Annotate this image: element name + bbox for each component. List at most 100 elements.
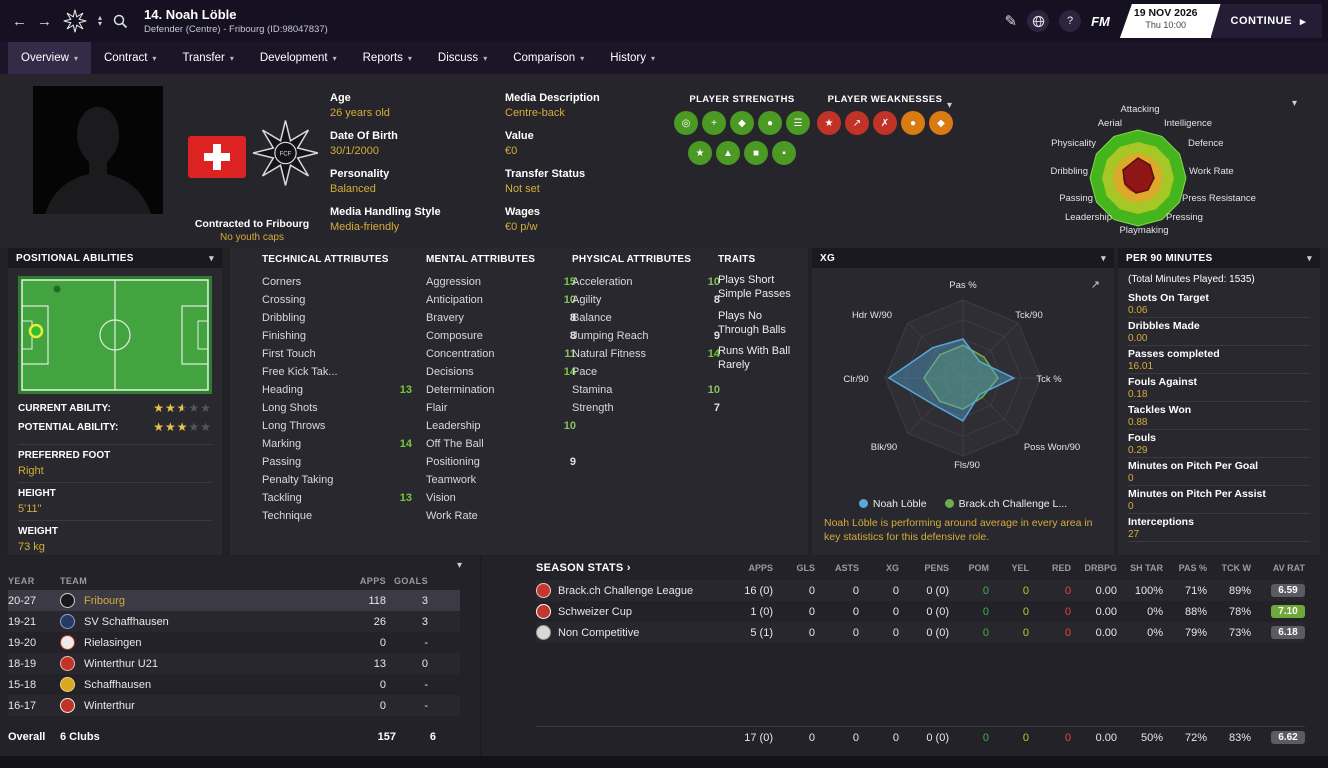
radar-collapse-icon[interactable]: ▾ [1292,98,1298,109]
bio-field-value: Media-friendly [330,221,400,233]
trait-item: Plays Short Simple Passes [718,274,791,301]
strength-icon[interactable]: ■ [744,141,768,165]
help-icon[interactable]: ? [1059,10,1082,32]
continue-button[interactable]: CONTINUE ▸ [1210,4,1322,38]
legend-player[interactable]: Noah Löble [858,498,927,510]
tab[interactable]: History ▾ [597,42,668,74]
chevron-down-icon: ▾ [332,53,337,63]
continue-label: CONTINUE [1230,15,1292,27]
season-stats-table: SEASON STATS › APPS GLS ASTS XG PENS POM… [480,556,1328,756]
back-icon[interactable]: ← [12,12,27,30]
tab[interactable]: Comparison ▾ [500,42,597,74]
attribute-row: Decisions 14 [426,363,576,381]
stat-tckw: 78% [1228,605,1251,618]
attribute-label: Vision [426,492,456,504]
career-team[interactable]: Fribourg [84,594,125,607]
xg-header: XG [820,252,836,264]
strength-icon[interactable]: ★ [688,141,712,165]
career-team[interactable]: Rielasingen [84,636,142,649]
attribute-value: 14 [563,366,576,378]
strength-icon[interactable]: ● [758,111,782,135]
strength-glyph: ◎ [681,117,691,129]
career-row[interactable]: 19-20 Rielasingen 0 - [8,632,460,653]
expand-icon[interactable]: ↗ [1090,279,1100,291]
attribute-label: Passing [262,456,302,468]
career-row[interactable]: 18-19 Winterthur U21 13 0 [8,653,460,674]
attribute-row: Heading 13 [262,381,412,399]
tab[interactable]: Contract ▾ [91,42,169,74]
season-row[interactable]: Non Competitive 5 (1) 0 0 0 0 (0) 0 0 0 … [536,622,1305,643]
season-row[interactable]: Schweizer Cup 1 (0) 0 0 0 0 (0) 0 0 0 0.… [536,601,1305,622]
attribute-label: Work Rate [426,510,478,522]
season-row[interactable]: Brack.ch Challenge League 16 (0) 0 0 0 0… [536,580,1305,601]
career-row[interactable]: 20-27 Fribourg 118 3 [8,590,460,611]
stat-xg: 0 [892,605,899,618]
career-collapse-icon[interactable]: ▾ [456,560,462,571]
world-icon[interactable] [1027,10,1050,32]
tab[interactable]: Reports ▾ [350,42,425,74]
stat-pas: 79% [1184,626,1207,639]
tab[interactable]: Discuss ▾ [425,42,500,74]
attribute-row: Technique [262,507,412,525]
per90-stat-row: Interceptions 27 [1128,514,1310,542]
attribute-radar-chart [1078,118,1198,238]
stat-red: 0 [1064,584,1071,597]
bio-field-value: Balanced [330,183,376,195]
bio-field: Personality Balanced [330,168,495,206]
career-row[interactable]: 19-21 SV Schaffhausen 26 3 [8,611,460,632]
weakness-icon[interactable]: ◆ [929,111,953,135]
attribute-row: Acceleration 10 [572,273,720,291]
attribute-row: Teamwork [426,471,576,489]
weakness-icon[interactable]: ★ [817,111,841,135]
attribute-value: 15 [563,276,576,288]
career-team[interactable]: Winterthur U21 [84,657,158,670]
stat-tckw: 73% [1228,626,1251,639]
weakness-icon[interactable]: ✗ [873,111,897,135]
search-icon[interactable] [112,13,128,29]
bio-field-label: Media Description [505,92,600,104]
strength-icon[interactable]: ☰ [786,111,810,135]
forward-icon[interactable]: → [37,12,52,30]
strength-icon[interactable]: ▪ [772,141,796,165]
career-team[interactable]: SV Schaffhausen [84,615,169,628]
strength-icon[interactable]: + [702,111,726,135]
season-stats-title[interactable]: SEASON STATS › [536,562,631,574]
tab[interactable]: Overview ▾ [8,42,91,74]
positional-collapse-icon[interactable]: ▾ [209,252,214,263]
current-ability-label: CURRENT ABILITY: [18,402,111,414]
weakness-icon[interactable]: ● [901,111,925,135]
weakness-icon[interactable]: ↗ [845,111,869,135]
tab[interactable]: Development ▾ [247,42,350,74]
attribute-row: Free Kick Tak... [262,363,412,381]
height-field: HEIGHT 5'11" [18,482,212,515]
tab[interactable]: Transfer ▾ [169,42,246,74]
per90-stat-row: Dribbles Made 0.00 [1128,318,1310,346]
strength-icon[interactable]: ▲ [716,141,740,165]
nation-flag-switzerland-icon [188,136,246,178]
club-crest-icon[interactable] [62,9,88,33]
xg-collapse-icon[interactable]: ▾ [1101,252,1106,263]
career-goals: 3 [421,615,428,628]
radar-label: Pressing [1166,212,1203,223]
strength-glyph: ▲ [723,147,733,159]
total-minutes-text: (Total Minutes Played: 1535) [1128,274,1255,285]
profile-overview-section: FCF Contracted to Fribourg No youth caps… [0,74,1328,248]
bio-field-value: Centre-back [505,107,565,119]
per90-collapse-icon[interactable]: ▾ [1307,252,1312,263]
strengths-collapse-icon[interactable]: ▾ [947,100,953,111]
career-team[interactable]: Winterthur [84,699,135,712]
youth-caps-text: No youth caps [220,232,284,243]
career-row[interactable]: 16-17 Winterthur 0 - [8,695,460,716]
tab-label: Development [259,52,328,64]
strength-icon[interactable]: ◆ [730,111,754,135]
career-team[interactable]: Schaffhausen [84,678,152,691]
attribute-label: Long Throws [262,420,326,432]
career-row[interactable]: 15-18 Schaffhausen 0 - [8,674,460,695]
strength-icon[interactable]: ◎ [674,111,698,135]
season-col-header: RED [1051,563,1071,573]
legend-league[interactable]: Brack.ch Challenge L... [944,498,1067,510]
player-cycle-buttons[interactable]: ▴ ▾ [98,13,103,28]
attribute-label: Pace [572,366,598,378]
edit-pencil-icon[interactable]: ✎ [1004,13,1018,30]
top-bar: ← → ▴ ▾ 14. Noah Löble Defender (Centre) … [0,0,1328,42]
